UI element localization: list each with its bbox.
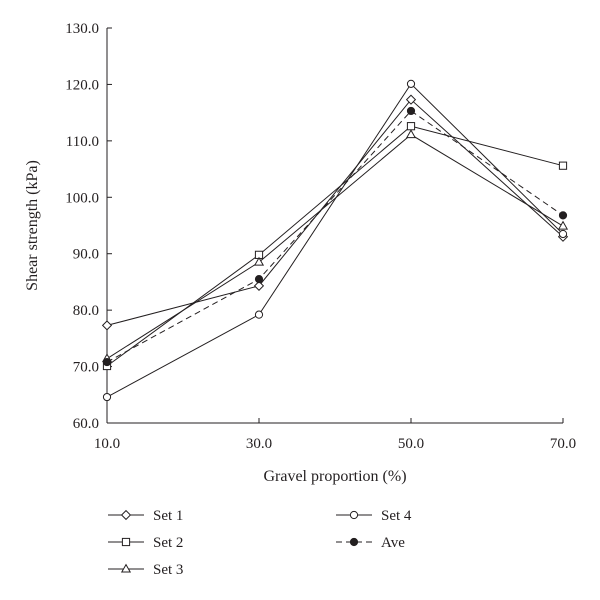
series-set-2 — [102, 122, 568, 371]
data-point-set-4 — [102, 392, 112, 402]
legend: Set 1 Set 2 Set 3 Set 4 Ave — [108, 508, 412, 578]
x-tick-label: 70.0 — [550, 436, 576, 452]
series-set-1 — [101, 94, 569, 331]
data-point-set-4 — [406, 79, 416, 88]
x-tick-label: 50.0 — [398, 436, 424, 452]
y-tick-label: 130.0 — [65, 21, 99, 37]
legend-marker-ave — [349, 537, 359, 547]
y-tick-label: 100.0 — [65, 190, 99, 206]
data-point-set-1 — [405, 94, 417, 105]
data-point-set-2 — [406, 122, 416, 131]
data-point-ave — [406, 106, 416, 116]
data-point-set-4 — [558, 229, 568, 239]
axes: 60.0 70.0 80.0 90.0 100.0 110.0 120.0 130.0 10.0… — [24, 21, 576, 485]
legend-label-set-1: Set 1 — [153, 508, 183, 524]
series-line-set-2 — [106, 125, 564, 367]
legend-item-set-1: Set 1 — [108, 508, 183, 524]
legend-marker-set-1 — [120, 509, 132, 521]
legend-marker-set-4 — [349, 510, 359, 520]
series-set-3 — [101, 129, 569, 363]
y-tick-label: 80.0 — [73, 303, 99, 319]
legend-label-ave: Ave — [381, 535, 405, 551]
legend-label-set-2: Set 2 — [153, 535, 183, 551]
legend-item-set-3: Set 3 — [108, 562, 183, 578]
series-ave — [102, 106, 568, 367]
data-point-set-2 — [558, 161, 568, 170]
legend-item-set-2: Set 2 — [108, 535, 183, 551]
data-point-set-1 — [253, 280, 265, 291]
legend-marker-set-2 — [121, 537, 131, 547]
series-layer — [101, 79, 569, 402]
legend-label-set-4: Set 4 — [381, 508, 412, 524]
data-point-set-1 — [101, 320, 113, 331]
legend-label-set-3: Set 3 — [153, 562, 183, 578]
data-point-ave — [102, 357, 112, 367]
legend-marker-set-3 — [120, 563, 132, 573]
series-line-ave — [106, 110, 564, 363]
data-point-set-3 — [557, 220, 569, 230]
data-point-ave — [254, 275, 264, 284]
x-tick-label: 10.0 — [94, 436, 120, 452]
legend-item-set-4: Set 4 — [336, 508, 412, 524]
data-point-set-3 — [405, 129, 417, 139]
y-tick-label: 90.0 — [73, 247, 99, 263]
y-tick-label: 70.0 — [73, 360, 99, 376]
data-point-set-4 — [254, 310, 264, 319]
data-point-ave — [558, 211, 568, 220]
y-axis-title: Shear strength (kPa) — [24, 160, 41, 291]
legend-item-ave: Ave — [336, 535, 405, 551]
series-line-set-1 — [106, 98, 564, 326]
series-line-set-4 — [106, 83, 564, 398]
y-tick-label: 120.0 — [65, 77, 99, 93]
x-axis-title: Gravel proportion (%) — [263, 468, 406, 485]
data-point-set-3 — [253, 256, 265, 266]
x-tick-label: 30.0 — [246, 436, 272, 452]
y-tick-label: 60.0 — [73, 416, 99, 432]
y-tick-label: 110.0 — [66, 134, 99, 150]
series-set-4 — [102, 79, 568, 402]
